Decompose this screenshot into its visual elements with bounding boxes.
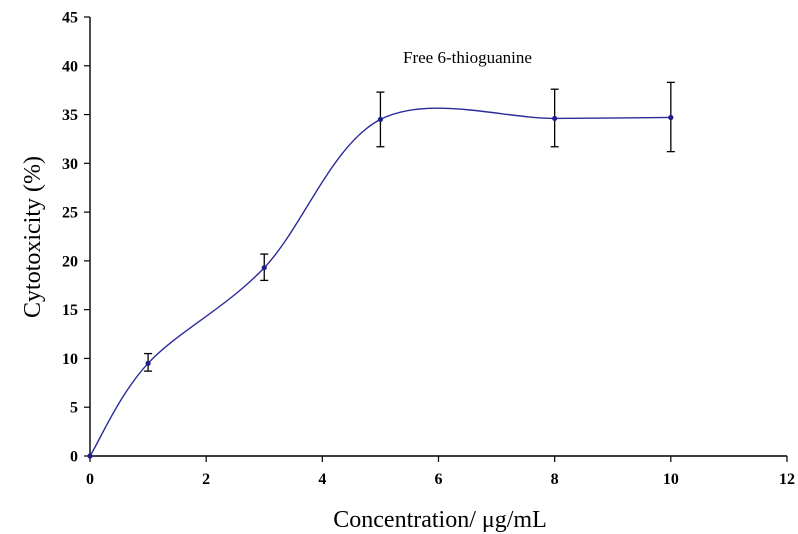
axes — [89, 17, 787, 457]
x-axis-title: Concentration/ μg/mL — [333, 507, 547, 533]
y-tick-label: 25 — [62, 205, 78, 222]
x-tick-label: 6 — [435, 471, 443, 488]
series-annotation: Free 6-thioguanine — [403, 48, 532, 67]
y-axis-title: Cytotoxicity (%) — [20, 156, 46, 318]
x-tick-label: 12 — [779, 471, 795, 488]
y-tick-label: 20 — [62, 253, 78, 270]
x-tick-label: 4 — [318, 471, 326, 488]
y-tick-label: 40 — [62, 58, 78, 75]
y-tick-label: 45 — [62, 10, 78, 27]
data-point — [261, 265, 267, 271]
x-tick-label: 2 — [202, 471, 210, 488]
plot-area — [87, 81, 675, 459]
y-tick-label: 15 — [62, 302, 78, 319]
y-tick-label: 0 — [70, 449, 78, 466]
data-point — [145, 360, 151, 366]
y-tick-label: 10 — [62, 351, 78, 368]
series-line — [89, 107, 671, 457]
data-point — [377, 116, 384, 123]
y-tick-label: 35 — [62, 107, 78, 124]
data-point — [552, 115, 558, 122]
x-tick-label: 10 — [663, 471, 679, 488]
data-point — [87, 453, 93, 459]
y-tick-label: 5 — [70, 400, 78, 417]
x-tick-label: 8 — [551, 471, 559, 488]
y-tick-label: 30 — [62, 156, 78, 173]
data-point — [668, 114, 674, 121]
ticks: 0 5 10 15 20 25 30 35 40 45 0 2 4 6 8 10 12 — [62, 10, 795, 489]
x-tick-label: 0 — [86, 471, 94, 488]
